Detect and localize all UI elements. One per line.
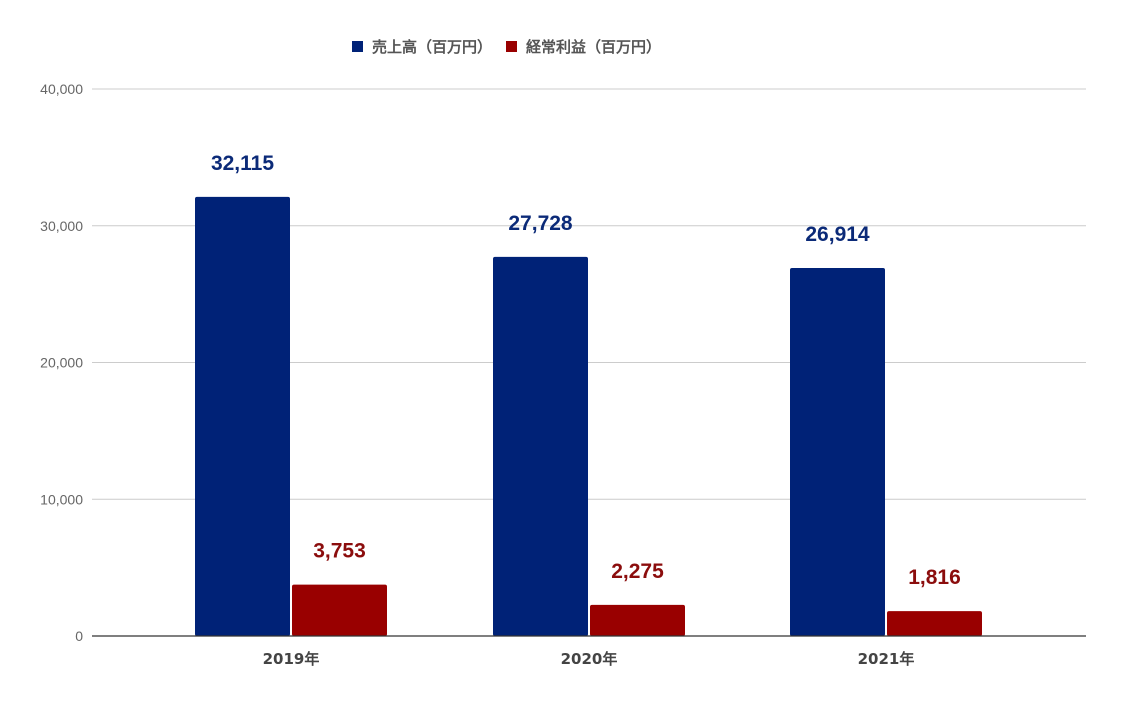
legend-label-ordinary-profit: 経常利益（百万円） xyxy=(526,38,662,56)
bar xyxy=(493,256,588,636)
bar xyxy=(790,267,885,636)
legend-swatch-ordinary-profit xyxy=(506,41,518,52)
legend-label-sales: 売上高（百万円） xyxy=(372,38,493,56)
legend-swatch-sales xyxy=(352,41,363,52)
bar xyxy=(195,196,290,636)
bar xyxy=(887,611,982,636)
legend-item-sales: 売上高（百万円） xyxy=(352,36,492,57)
data-label: 27,728 xyxy=(508,212,573,235)
data-label: 2,275 xyxy=(611,560,664,583)
data-label: 1,816 xyxy=(908,566,961,589)
x-tick-label: 2019年 xyxy=(263,650,320,668)
bar xyxy=(292,584,387,636)
y-tick-label: 30,000 xyxy=(40,218,83,234)
chart-legend: 売上高（百万円） 経常利益（百万円） xyxy=(352,36,675,57)
y-tick-label: 20,000 xyxy=(40,355,83,371)
y-tick-label: 0 xyxy=(75,628,83,644)
bar xyxy=(590,604,685,636)
y-tick-label: 40,000 xyxy=(40,81,83,97)
data-label: 26,914 xyxy=(805,223,870,246)
x-tick-label: 2020年 xyxy=(561,650,618,668)
data-label: 32,115 xyxy=(211,152,274,175)
data-label: 3,753 xyxy=(313,540,366,563)
y-tick-label: 10,000 xyxy=(40,491,83,507)
legend-item-ordinary-profit: 経常利益（百万円） xyxy=(506,36,661,57)
x-tick-label: 2021年 xyxy=(858,650,915,668)
